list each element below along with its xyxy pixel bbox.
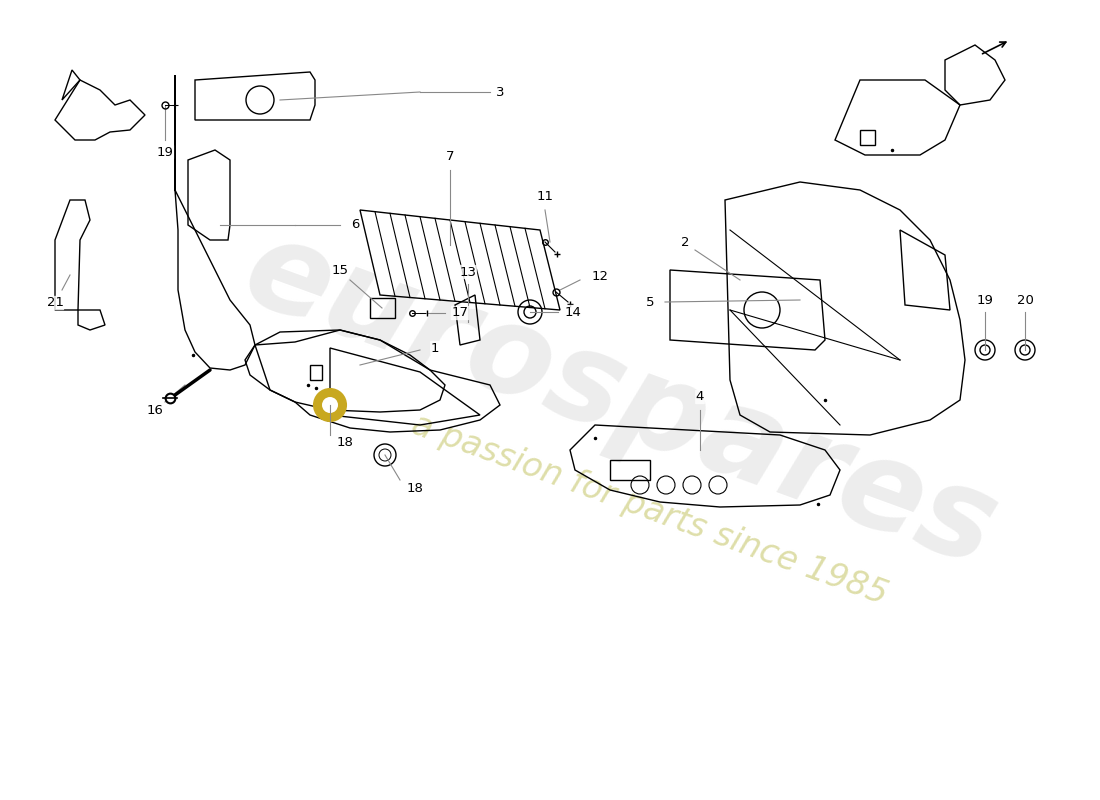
- Text: 16: 16: [146, 403, 164, 417]
- Text: 3: 3: [496, 86, 504, 98]
- Text: 14: 14: [564, 306, 582, 318]
- Text: 5: 5: [646, 295, 654, 309]
- Text: 13: 13: [460, 266, 476, 278]
- Text: 21: 21: [46, 297, 64, 310]
- Circle shape: [322, 397, 338, 413]
- Text: a passion for parts since 1985: a passion for parts since 1985: [407, 408, 892, 612]
- Text: 11: 11: [537, 190, 553, 203]
- Text: 15: 15: [331, 263, 349, 277]
- Text: 18: 18: [337, 435, 353, 449]
- Text: 2: 2: [681, 237, 690, 250]
- Circle shape: [314, 389, 346, 421]
- Text: 7: 7: [446, 150, 454, 163]
- Text: 17: 17: [451, 306, 469, 319]
- Text: 12: 12: [592, 270, 608, 282]
- Text: 20: 20: [1016, 294, 1033, 306]
- Text: 4: 4: [696, 390, 704, 403]
- Text: 1: 1: [431, 342, 439, 354]
- Text: 19: 19: [156, 146, 174, 158]
- Text: 19: 19: [977, 294, 993, 306]
- Text: eurospares: eurospares: [228, 208, 1012, 592]
- Text: 18: 18: [407, 482, 424, 494]
- Text: 6: 6: [351, 218, 360, 231]
